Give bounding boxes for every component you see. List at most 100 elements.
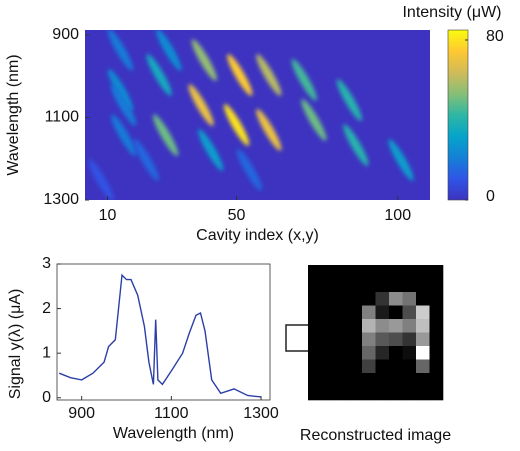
y-tick-label: 1 — [42, 344, 51, 361]
image-pixel — [348, 278, 363, 293]
image-pixel — [348, 386, 363, 401]
image-pixel — [416, 332, 430, 347]
image-pixel — [375, 332, 390, 347]
image-pixel — [335, 346, 349, 360]
heatmap-streak — [156, 30, 182, 71]
image-pixel — [321, 319, 336, 333]
image-pixel — [362, 332, 376, 347]
image-pixel — [335, 359, 349, 374]
image-pixel — [308, 346, 322, 360]
x-tick-label: 1100 — [154, 405, 189, 422]
image-pixel — [308, 319, 322, 333]
image-pixel — [321, 359, 336, 374]
image-pixel — [321, 265, 336, 279]
y-tick-label: 1300 — [43, 191, 79, 208]
image-pixel — [321, 386, 336, 401]
image-pixel — [402, 359, 417, 374]
image-pixel — [389, 359, 403, 374]
signal-line — [58, 273, 262, 398]
heatmap-streak — [301, 99, 327, 141]
colorbar-label: Intensity (μW) — [402, 4, 501, 21]
image-pixel — [416, 386, 430, 401]
image-pixel — [402, 265, 417, 279]
image-pixel — [308, 265, 322, 279]
heatmap-streak — [227, 54, 253, 96]
image-pixel — [308, 386, 322, 401]
heatmap-streak — [88, 159, 114, 200]
image-pixel — [416, 265, 430, 279]
image-pixel — [389, 305, 403, 320]
image-pixel — [375, 278, 390, 293]
heatmap-streak — [107, 68, 134, 111]
image-pixel — [375, 373, 390, 387]
image-pixel — [389, 319, 403, 333]
image-pixel — [362, 359, 376, 374]
image-pixel — [389, 386, 403, 401]
image-pixel — [321, 332, 336, 347]
image-pixel — [429, 359, 444, 374]
image-pixel — [402, 332, 417, 347]
image-pixel — [416, 346, 430, 360]
image-pixel — [335, 265, 349, 279]
y-tick-label: 3 — [42, 255, 51, 272]
image-pixel — [335, 319, 349, 333]
image-pixel — [416, 305, 430, 320]
image-pixel — [375, 265, 390, 279]
heatmap-streak — [236, 148, 263, 191]
image-pixel — [362, 292, 376, 306]
image-pixel — [402, 278, 417, 293]
heatmap-streak — [146, 54, 172, 96]
image-pixel — [335, 305, 349, 320]
heatmap-streak — [223, 103, 250, 146]
y-tick-label: 1100 — [45, 109, 80, 126]
image-pixel — [375, 292, 390, 306]
image-pixel — [362, 319, 376, 333]
image-pixel — [335, 332, 349, 347]
image-pixel — [308, 278, 322, 293]
image-pixel — [416, 278, 430, 293]
y-axis-label: Signal y(λ) (μA) — [7, 289, 24, 400]
image-pixel — [348, 346, 363, 360]
x-tick-label: 1300 — [243, 405, 279, 422]
image-pixel — [389, 332, 403, 347]
image-pixel — [335, 278, 349, 293]
image-pixel — [429, 305, 444, 320]
image-pixel — [429, 346, 444, 360]
x-tick-label: 900 — [68, 405, 95, 422]
image-pixel — [308, 292, 322, 306]
image-pixel — [402, 305, 417, 320]
image-pixel — [375, 346, 390, 360]
image-pixel — [375, 386, 390, 401]
image-pixel — [348, 265, 363, 279]
heatmap-streak — [256, 54, 282, 96]
image-pixel — [321, 292, 336, 306]
image-pixel — [348, 373, 363, 387]
image-caption: Reconstructed image — [300, 427, 451, 444]
heatmap-streak — [198, 129, 224, 171]
image-pixel — [375, 319, 390, 333]
image-pixel — [429, 319, 444, 333]
image-pixel — [308, 332, 322, 347]
image-pixel — [429, 265, 444, 279]
x-axis-label: Cavity index (x,y) — [196, 227, 319, 244]
colorbar-tick-label: 0 — [486, 188, 495, 205]
x-tick-label: 50 — [228, 207, 246, 224]
image-pixel — [308, 305, 322, 320]
image-pixel — [375, 305, 390, 320]
heatmap-streak — [291, 59, 317, 101]
image-pixel — [362, 305, 376, 320]
image-pixel — [362, 373, 376, 387]
heatmap-streak — [111, 114, 137, 157]
image-pixel — [362, 386, 376, 401]
image-pixel — [348, 292, 363, 306]
image-pixel — [429, 386, 444, 401]
image-pixel — [402, 292, 417, 306]
image-pixel — [335, 292, 349, 306]
image-pixel — [375, 359, 390, 374]
image-pixel — [402, 319, 417, 333]
heatmap-streak — [107, 30, 134, 71]
x-tick-label: 10 — [99, 207, 117, 224]
image-pixel — [416, 373, 430, 387]
image-pixel — [402, 386, 417, 401]
